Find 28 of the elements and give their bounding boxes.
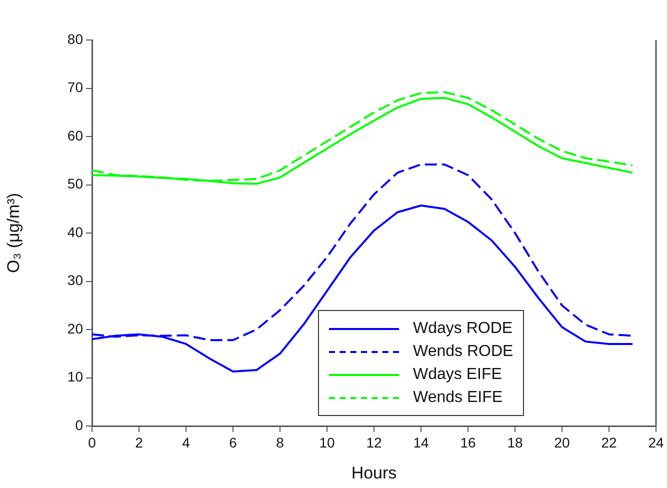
y-tick-label: 70	[67, 79, 84, 96]
x-tick-label: 10	[319, 434, 335, 450]
y-tick-label: 40	[67, 224, 84, 240]
y-tick-label: 50	[67, 176, 84, 192]
y-tick-label: 80	[67, 30, 84, 47]
y-tick-label: 30	[67, 272, 84, 288]
x-tick-label: 16	[460, 434, 476, 450]
x-tick-label: 12	[366, 434, 382, 450]
x-tick-label: 24	[648, 434, 664, 450]
legend-label: Wends RODE	[413, 342, 514, 360]
y-tick-label: 0	[75, 416, 84, 433]
x-tick-label: 0	[88, 434, 96, 450]
x-tick-label: 20	[554, 434, 570, 450]
x-tick-label: 18	[507, 434, 523, 450]
y-tick-label: 60	[67, 127, 84, 144]
x-tick-label: 2	[135, 434, 144, 450]
y-axis-title: O₃ (μg/m³)	[4, 193, 23, 273]
x-tick-label: 22	[601, 434, 617, 450]
legend-label: Wdays EIFE	[413, 366, 502, 384]
x-tick-label: 14	[413, 434, 429, 450]
x-tick-label: 4	[182, 434, 190, 450]
y-tick-label: 10	[67, 368, 84, 385]
x-tick-label: 8	[276, 434, 284, 450]
x-tick-label: 6	[229, 434, 238, 450]
legend-label: Wends EIFE	[413, 388, 503, 406]
legend-label: Wdays RODE	[413, 320, 513, 338]
y-tick-label: 20	[67, 320, 84, 336]
x-axis-title: Hours	[351, 463, 397, 482]
